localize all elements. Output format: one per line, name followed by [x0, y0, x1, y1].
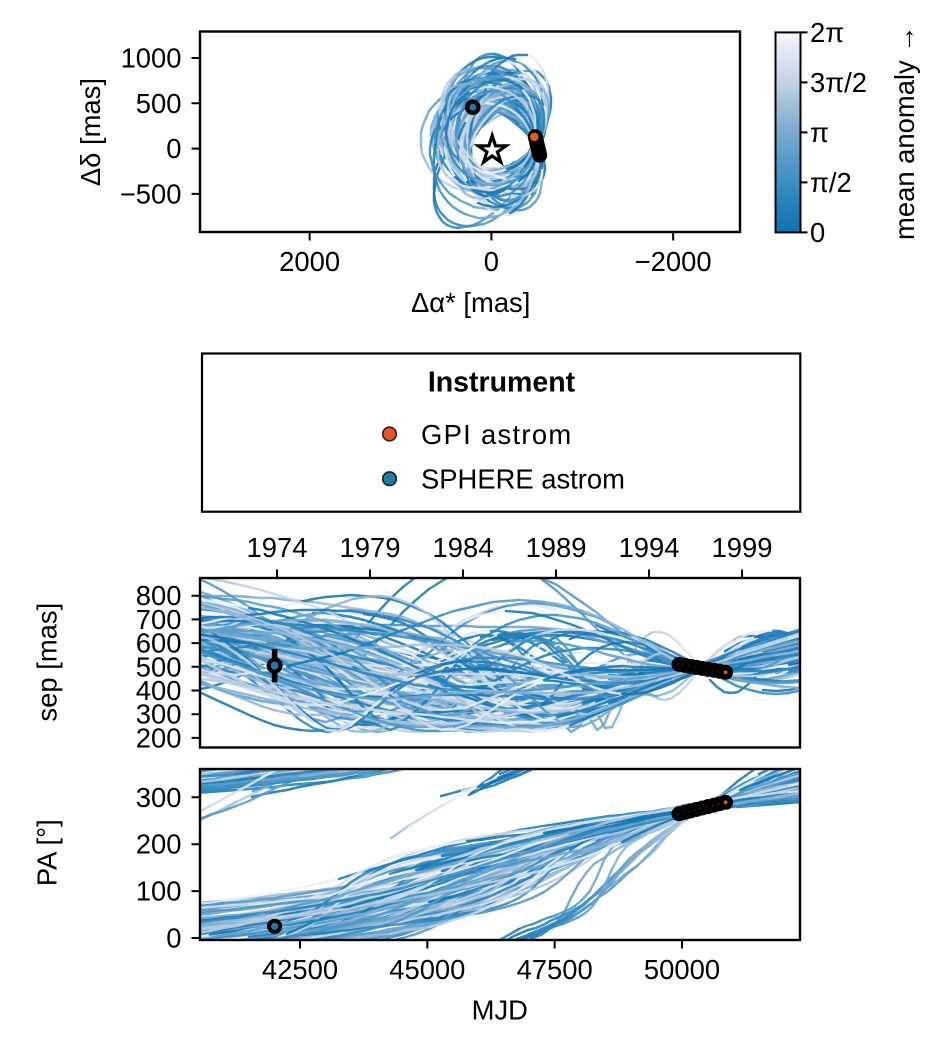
svg-text:1979: 1979	[340, 532, 401, 563]
svg-text:300: 300	[136, 782, 182, 813]
svg-text:600: 600	[136, 628, 182, 659]
svg-text:1974: 1974	[247, 532, 308, 563]
svg-text:0: 0	[810, 217, 825, 248]
svg-text:700: 700	[136, 604, 182, 635]
svg-text:42500: 42500	[262, 954, 338, 985]
svg-text:1984: 1984	[433, 532, 494, 563]
svg-text:200: 200	[136, 722, 182, 753]
svg-text:3π/2: 3π/2	[810, 67, 867, 98]
svg-text:47500: 47500	[517, 954, 593, 985]
svg-text:SPHERE astrom: SPHERE astrom	[421, 464, 625, 495]
svg-text:100: 100	[136, 876, 182, 907]
svg-text:0: 0	[166, 133, 181, 164]
svg-text:2π: 2π	[810, 17, 844, 48]
svg-text:−500: −500	[120, 178, 182, 209]
svg-text:50000: 50000	[644, 954, 720, 985]
svg-text:1000: 1000	[121, 43, 182, 74]
svg-text:1989: 1989	[526, 532, 587, 563]
svg-text:800: 800	[136, 580, 182, 611]
svg-text:500: 500	[136, 651, 182, 682]
svg-text:π/2: π/2	[810, 167, 852, 198]
svg-text:200: 200	[136, 829, 182, 860]
svg-text:1994: 1994	[619, 532, 680, 563]
svg-text:1999: 1999	[712, 532, 773, 563]
svg-text:−2000: −2000	[635, 246, 712, 277]
svg-text:π: π	[810, 117, 829, 148]
svg-text:500: 500	[136, 88, 182, 119]
svg-text:Δα* [mas]: Δα* [mas]	[411, 287, 530, 318]
svg-text:MJD: MJD	[472, 995, 528, 1026]
svg-text:GPI astrom: GPI astrom	[421, 419, 573, 450]
svg-text:0: 0	[166, 923, 181, 954]
svg-text:mean anomaly →: mean anomaly →	[889, 25, 920, 240]
svg-text:2000: 2000	[279, 246, 340, 277]
svg-text:400: 400	[136, 675, 182, 706]
svg-text:300: 300	[136, 699, 182, 730]
svg-text:0: 0	[484, 246, 499, 277]
svg-text:Δδ [mas]: Δδ [mas]	[75, 78, 106, 186]
svg-text:Instrument: Instrument	[428, 367, 576, 399]
svg-text:sep [mas]: sep [mas]	[31, 603, 62, 722]
svg-text:45000: 45000	[389, 954, 465, 985]
svg-text:PA [°]: PA [°]	[32, 819, 63, 886]
